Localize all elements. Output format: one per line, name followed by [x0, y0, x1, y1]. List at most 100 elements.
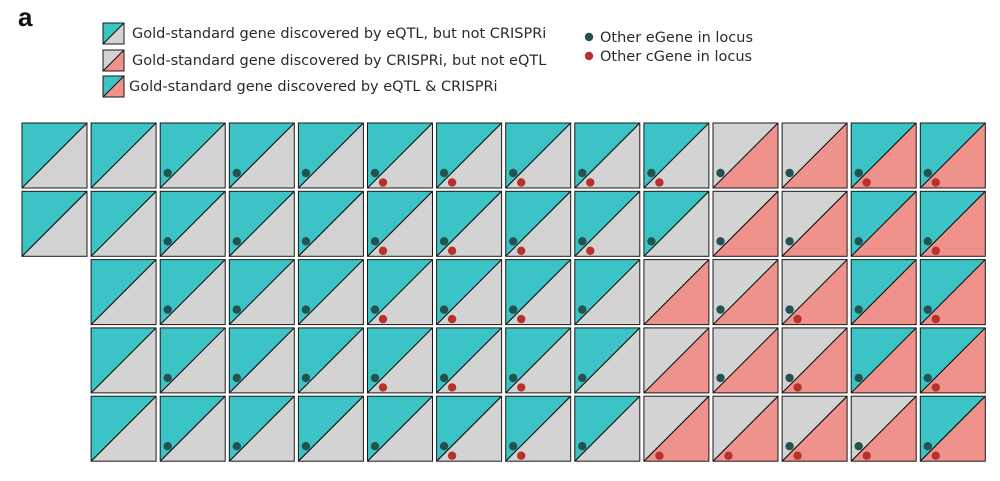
egene-dot [301, 237, 311, 246]
square-border [228, 395, 295, 462]
egene-dot [232, 442, 241, 451]
legend-label-egene: Other eGene in locus [600, 30, 753, 46]
cgene-dot [931, 314, 940, 324]
diagonal-line [505, 122, 572, 189]
square-border [297, 395, 364, 462]
square-border [436, 395, 503, 462]
cgene-dot [655, 178, 664, 187]
diagonal-line [367, 395, 433, 462]
egene-dot [716, 168, 725, 178]
egene-dot [923, 237, 932, 246]
egene-dot [923, 168, 932, 178]
egene-dot [301, 442, 311, 451]
gene-square [159, 259, 226, 326]
egene-dot [509, 237, 518, 246]
egene-dot [578, 305, 587, 314]
gene-square [643, 259, 710, 326]
cgene-dot [517, 451, 526, 460]
square-border [436, 122, 503, 189]
diagonal-line [298, 327, 364, 394]
egene-dot [163, 237, 172, 246]
gene-square [367, 122, 433, 189]
diagonal-line [102, 22, 125, 45]
gene-square [712, 190, 779, 257]
diagonal-line [436, 122, 502, 189]
diagonal-line [643, 190, 710, 257]
gene-square [21, 190, 88, 257]
cgene-dot [862, 178, 871, 187]
square-border [919, 327, 986, 394]
square-border [367, 190, 433, 257]
gene-square [574, 395, 641, 462]
square-border [90, 259, 157, 326]
egene-dot [301, 168, 311, 178]
egene-dot [923, 373, 932, 383]
cgene-dot [447, 451, 457, 460]
diagonal-line [505, 259, 572, 325]
square-border [21, 122, 88, 189]
gene-square [297, 122, 364, 189]
cgene-dot [378, 246, 388, 255]
egene-dot [854, 373, 863, 383]
legend: Gold-standard gene discovered by eQTL, b… [102, 22, 753, 98]
diagonal-line [781, 122, 848, 189]
gene-square [919, 259, 986, 326]
gene-square [436, 190, 503, 257]
egene-dot [509, 442, 518, 451]
diagonal-line [90, 190, 157, 257]
square-border [367, 122, 433, 189]
diagonal-line [228, 259, 295, 325]
diagonal-line [919, 327, 986, 394]
cgene-dot [586, 178, 595, 187]
square-border [643, 395, 710, 462]
egene-dot [509, 168, 518, 178]
gene-square [505, 122, 572, 189]
square-border [781, 259, 848, 326]
egene-dot [163, 442, 172, 451]
gene-square [436, 395, 503, 462]
egene-dot [439, 237, 449, 246]
egene-dot [370, 442, 380, 451]
diagonal-line [850, 190, 917, 257]
diagonal-line [781, 259, 848, 325]
square-border [919, 395, 986, 462]
square-border [159, 395, 226, 462]
egene-dot [439, 305, 449, 314]
diagonal-line [159, 122, 226, 189]
egene-dot [509, 305, 518, 314]
cgene-dot [517, 314, 526, 324]
diagonal-line [159, 259, 226, 325]
gene-square [850, 327, 917, 394]
legend-label-cgene: Other cGene in locus [600, 49, 752, 65]
egene-dot [301, 373, 311, 383]
gene-square [367, 327, 433, 394]
square-border [574, 190, 641, 257]
egene-dot [785, 168, 794, 178]
square-border [102, 22, 125, 45]
legend-label-c: Gold-standard gene discovered by CRISPRi… [132, 53, 546, 69]
egene-dot [578, 237, 587, 246]
square-border [712, 395, 779, 462]
gene-square [712, 327, 779, 394]
gene-square [574, 190, 641, 257]
egene-dot [163, 373, 172, 383]
gene-square [850, 190, 917, 257]
egene-dot [232, 305, 241, 314]
square-border [712, 122, 779, 189]
square-border [297, 259, 364, 326]
diagonal-line [90, 259, 157, 325]
cgene-dot [378, 383, 388, 392]
gene-square [90, 122, 157, 189]
egene-dot [370, 305, 380, 314]
egene-dot [509, 373, 518, 383]
square-border [643, 122, 710, 189]
square-border [297, 122, 364, 189]
cgene-dot [862, 451, 871, 460]
diagonal-line [228, 190, 295, 257]
square-border [367, 259, 433, 326]
egene-dot [370, 373, 380, 383]
square-border [90, 327, 157, 394]
diagonal-line [436, 259, 502, 325]
gene-square [228, 190, 295, 257]
egene-dot [439, 373, 449, 383]
